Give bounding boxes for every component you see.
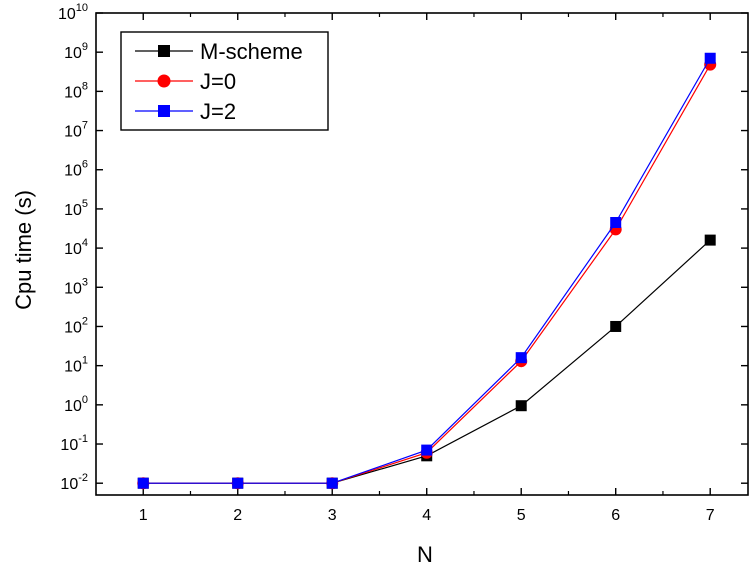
y-tick-label: 100 (64, 394, 88, 415)
data-point (515, 352, 527, 364)
plot-frame (95, 12, 749, 496)
x-tick-label: 2 (233, 507, 242, 524)
x-tick-label: 3 (328, 507, 337, 524)
data-point (610, 320, 622, 332)
x-tick-label: 5 (517, 507, 526, 524)
legend-item: J=0 (135, 69, 236, 94)
legend-item: M-scheme (135, 39, 303, 64)
plot-area (95, 12, 749, 496)
legend-marker (158, 105, 170, 117)
x-axis: 1 2 3 4 5 6 7 (139, 13, 715, 524)
y-tick-label: 109 (64, 41, 88, 62)
y-tick-label: 107 (64, 120, 88, 141)
legend-label: M-scheme (200, 39, 303, 64)
legend-marker (157, 74, 171, 88)
series-layer (137, 52, 717, 490)
data-point (137, 477, 149, 489)
y-tick-label: 102 (64, 315, 88, 336)
y-tick-label: 10-1 (60, 433, 88, 454)
x-tick-label: 4 (422, 507, 431, 524)
data-point (704, 52, 716, 64)
x-tick-label: 1 (139, 507, 148, 524)
legend-item: J=2 (135, 99, 236, 124)
legend: M-scheme J=0 J=2 (120, 31, 329, 131)
y-tick-label: 1010 (58, 2, 88, 23)
y-tick-label: 108 (64, 80, 88, 101)
data-point (704, 234, 716, 246)
y-axis-label: Cpu time (s) (11, 190, 36, 310)
data-point (232, 477, 244, 489)
y-tick-label: 105 (64, 198, 88, 219)
data-point (610, 217, 622, 229)
y-tick-label: 103 (64, 276, 88, 297)
x-axis-label: N (417, 542, 433, 567)
x-tick-label: 6 (611, 507, 620, 524)
y-axis: 10-2 10-1 100 101 102 103 104 105 106 107 108 109 10… (58, 2, 748, 493)
legend-marker (158, 45, 170, 57)
legend-label: J=2 (200, 99, 236, 124)
x-tick-label: 7 (706, 507, 715, 524)
series-j-2 (137, 52, 716, 489)
y-tick-label: 104 (64, 237, 88, 258)
y-tick-label: 101 (64, 355, 88, 376)
data-point (326, 477, 338, 489)
legend-label: J=0 (200, 69, 236, 94)
data-point (515, 400, 527, 412)
y-tick-label: 10-2 (60, 472, 88, 493)
y-tick-label: 106 (64, 159, 88, 180)
data-point (421, 444, 433, 456)
